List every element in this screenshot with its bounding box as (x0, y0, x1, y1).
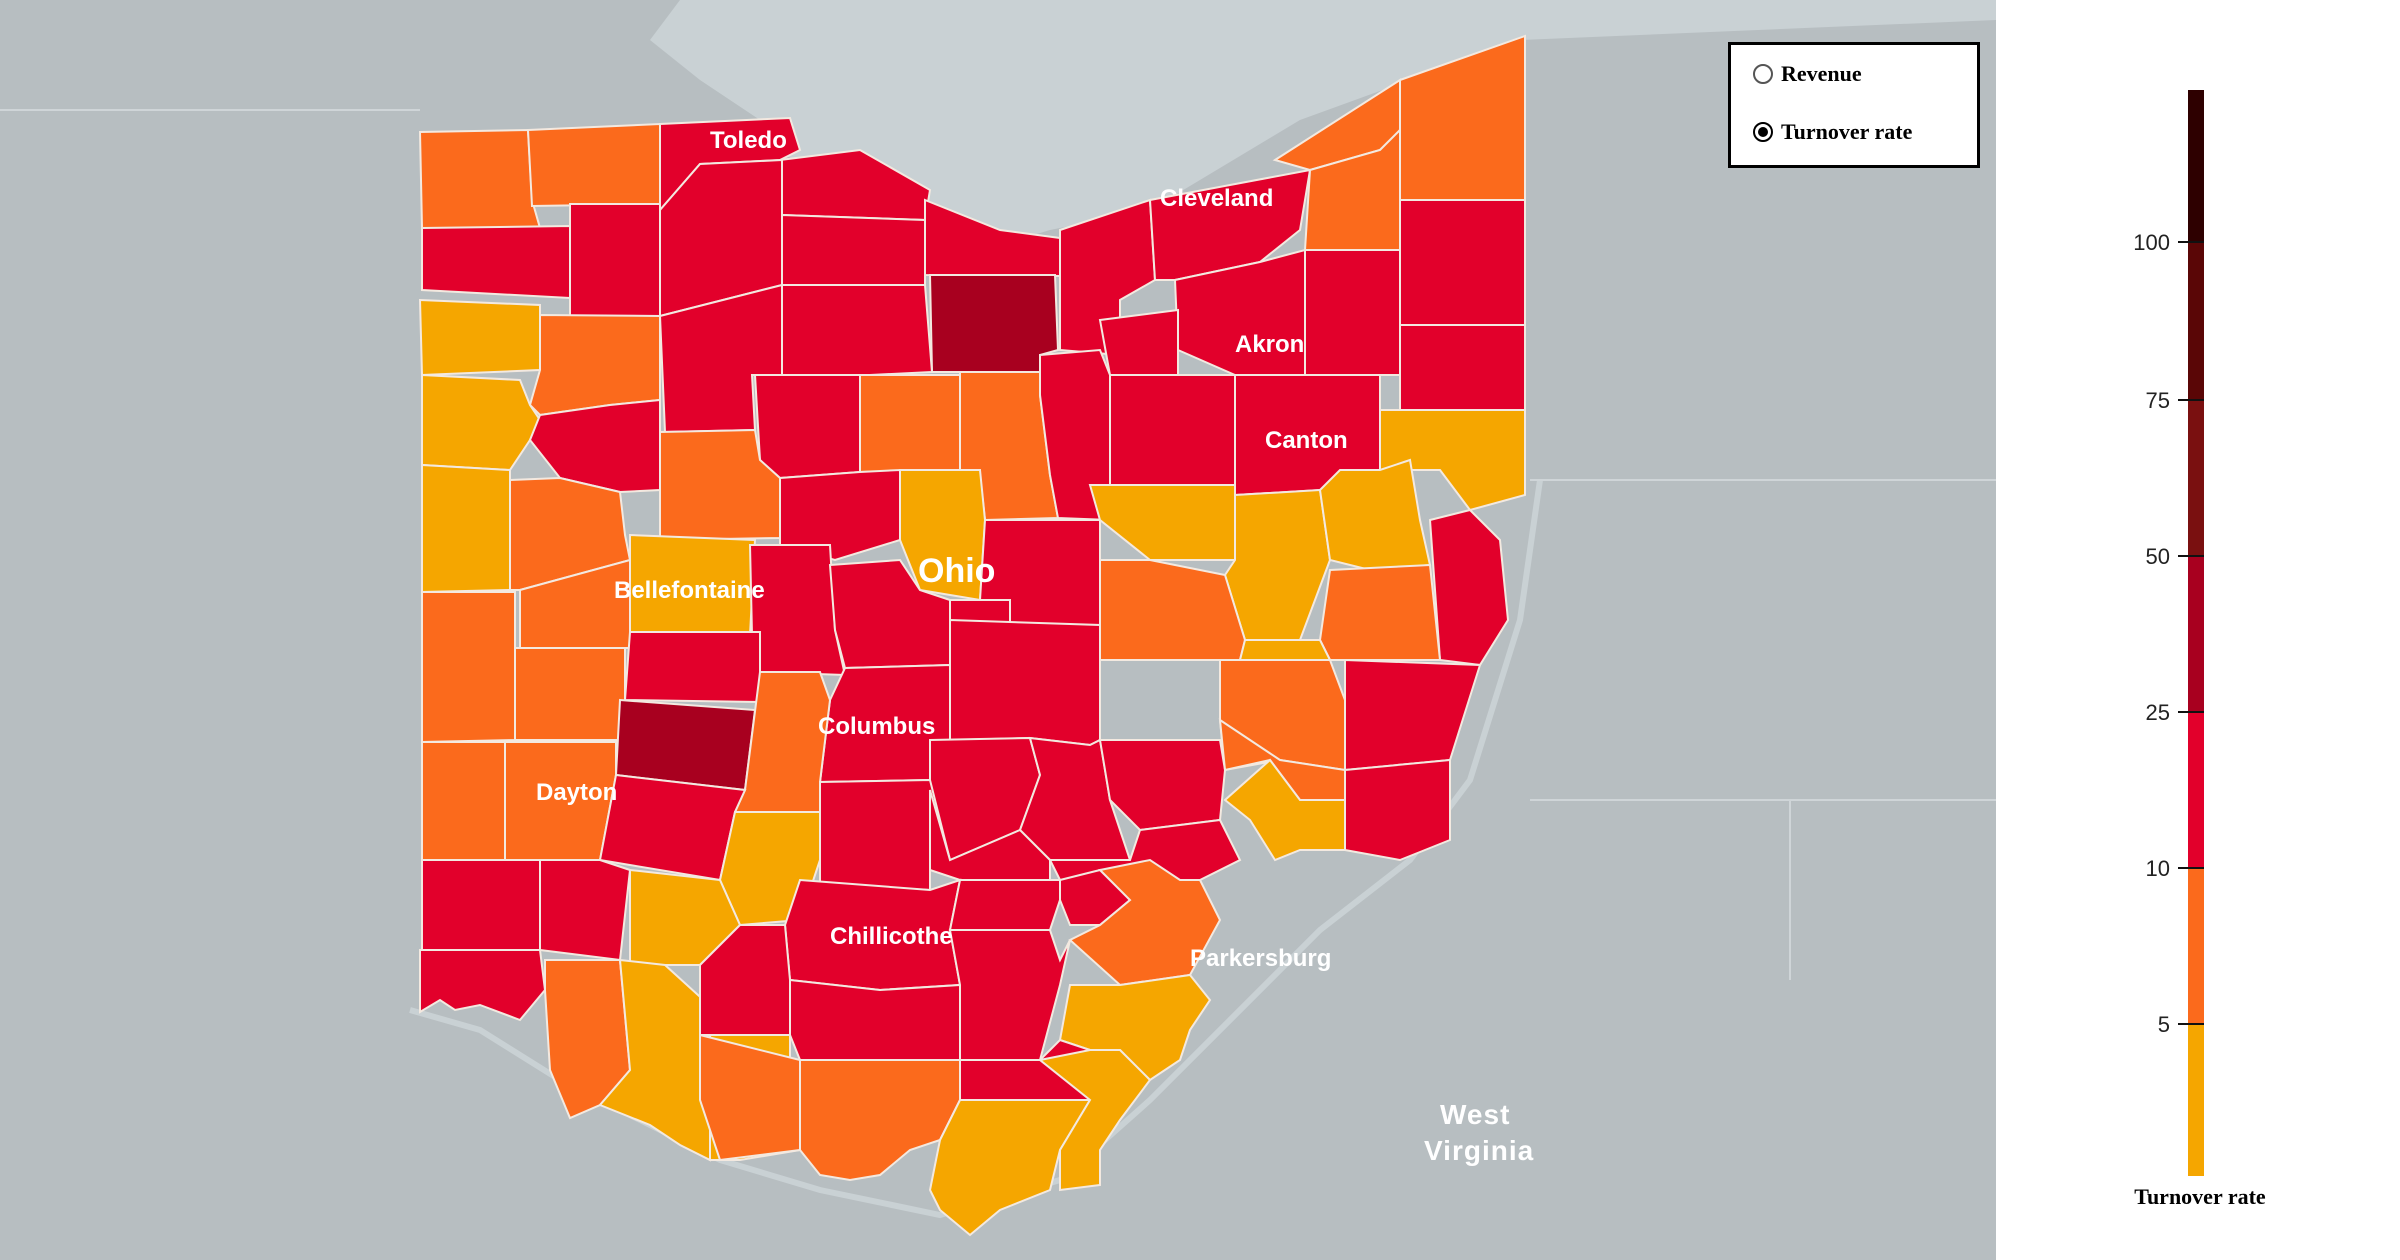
county-layer[interactable] (418, 34, 1526, 1237)
map-area[interactable]: Toledo Cleveland Akron Canton Bellefonta… (0, 0, 1996, 1260)
county-van-wert[interactable] (421, 373, 542, 472)
county-seneca[interactable] (781, 284, 934, 376)
legend-title: Turnover rate (2134, 1184, 2266, 1209)
city-label-akron: Akron (1235, 331, 1304, 358)
city-label-chillicothe: Chillicothe (830, 923, 953, 950)
state-label-west-virginia-1: West (1440, 1099, 1510, 1130)
county-preble[interactable] (421, 741, 506, 861)
county-mercer[interactable] (421, 463, 511, 594)
county-morgan[interactable] (1098, 739, 1227, 832)
county-scioto[interactable] (699, 1033, 801, 1162)
state-label-west-virginia-2: Virginia (1424, 1135, 1534, 1166)
turnover-rate-radio[interactable] (1753, 122, 1773, 142)
revenue-option[interactable]: Revenue (1753, 61, 1862, 87)
county-champaign[interactable] (623, 631, 761, 704)
legend-tick-label-25: 25 (2146, 700, 2170, 725)
state-border-lines (0, 109, 1996, 980)
county-mahoning[interactable] (1399, 324, 1526, 411)
legend-tick-label-100: 100 (2133, 230, 2170, 255)
county-jefferson[interactable] (1428, 508, 1510, 667)
turnover-rate-label: Turnover rate (1781, 119, 1913, 144)
legend-tick-label-10: 10 (2146, 856, 2170, 881)
county-vinton[interactable] (948, 879, 1061, 931)
county-carroll[interactable] (1318, 458, 1432, 572)
county-holmes[interactable] (1088, 484, 1236, 561)
county-butler[interactable] (421, 859, 541, 951)
county-warren[interactable] (539, 859, 632, 962)
county-paulding[interactable] (418, 298, 541, 377)
county-tuscarawas[interactable] (1223, 488, 1332, 641)
county-wyandot[interactable] (753, 374, 861, 480)
county-hamilton[interactable] (419, 949, 547, 1022)
county-pike[interactable] (789, 978, 961, 1061)
county-huron[interactable] (928, 274, 1060, 373)
county-crawford[interactable] (859, 374, 961, 474)
legend-tick-label-5: 5 (2158, 1012, 2170, 1037)
county-hocking[interactable] (929, 789, 1051, 881)
city-label-canton: Canton (1265, 427, 1348, 454)
turnover-rate-option[interactable]: Turnover rate (1753, 119, 1912, 145)
county-henry[interactable] (569, 203, 661, 317)
county-portage[interactable] (1304, 249, 1401, 376)
legend-bin-100-plus (2188, 90, 2204, 242)
city-label-cleveland: Cleveland (1160, 185, 1273, 212)
county-allen[interactable] (528, 398, 661, 494)
city-label-dayton: Dayton (536, 779, 617, 806)
county-jackson[interactable] (948, 929, 1071, 1061)
lake-erie (650, 0, 1996, 260)
legend-bin-75-100 (2188, 242, 2204, 400)
county-auglaize[interactable] (509, 476, 632, 591)
county-cuyahoga[interactable] (1148, 168, 1312, 281)
city-label-bellefontaine: Bellefontaine (614, 577, 765, 604)
legend-bin-0-5 (2188, 1024, 2204, 1176)
county-williams[interactable] (418, 128, 542, 229)
county-darke[interactable] (421, 591, 516, 744)
legend-bin-5-10 (2188, 868, 2204, 1024)
county-defiance[interactable] (421, 224, 571, 300)
county-coshocton[interactable] (1099, 559, 1247, 661)
legend-tick-label-75: 75 (2146, 388, 2170, 413)
metric-toggle: Revenue Turnover rate (1728, 42, 1980, 168)
county-ironton[interactable] (1037, 1049, 1152, 1192)
city-label-parkersburg: Parkersburg (1190, 945, 1331, 972)
color-legend: 5 10 25 50 75 100 Turnover rate (2000, 0, 2400, 1260)
county-harrison[interactable] (1318, 563, 1442, 661)
county-monroe[interactable] (1344, 658, 1482, 772)
county-putnam[interactable] (528, 313, 661, 417)
county-fulton[interactable] (526, 122, 661, 208)
city-label-toledo: Toledo (710, 127, 787, 154)
revenue-label: Revenue (1781, 61, 1862, 86)
legend-bin-25-50 (2188, 556, 2204, 712)
legend-tick-label-50: 50 (2146, 544, 2170, 569)
county-wayne[interactable] (1109, 374, 1236, 486)
county-brown[interactable] (598, 958, 722, 1162)
county-washington[interactable] (1223, 758, 1346, 862)
county-trumbull[interactable] (1399, 199, 1526, 326)
map-labels: Toledo Cleveland Akron Canton Bellefonta… (536, 127, 1534, 1166)
county-sandusky[interactable] (781, 213, 926, 286)
county-monroe-south[interactable] (1344, 758, 1451, 862)
city-label-columbus: Columbus (818, 713, 935, 740)
county-medina[interactable] (1098, 308, 1179, 376)
revenue-radio[interactable] (1753, 64, 1773, 84)
state-label-ohio: Ohio (918, 552, 995, 590)
county-muskingum[interactable] (949, 618, 1101, 747)
county-miami[interactable] (514, 647, 626, 741)
legend-bin-10-25 (2188, 712, 2204, 868)
ohio-map[interactable]: Toledo Cleveland Akron Canton Bellefonta… (0, 0, 1996, 1260)
legend-bin-50-75 (2188, 400, 2204, 556)
legend-colorbar: 5 10 25 50 75 100 (2133, 90, 2204, 1176)
